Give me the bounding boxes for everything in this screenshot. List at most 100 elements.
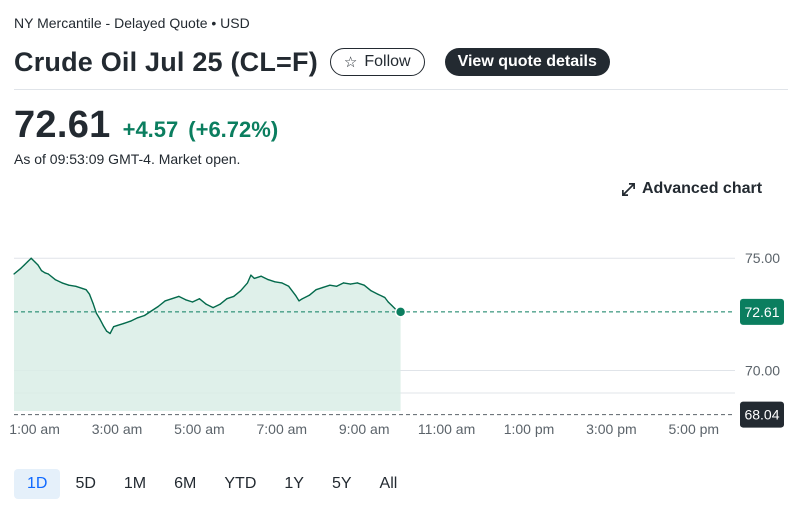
title-row: Crude Oil Jul 25 (CL=F) ☆ Follow View qu… bbox=[14, 44, 610, 80]
data-point bbox=[288, 285, 290, 287]
data-point bbox=[191, 301, 194, 303]
data-point bbox=[394, 308, 396, 310]
range-button-all[interactable]: All bbox=[379, 475, 398, 492]
data-point bbox=[116, 325, 118, 327]
data-point bbox=[130, 320, 132, 322]
x-tick-label: 5:00 am bbox=[174, 421, 225, 437]
data-point bbox=[157, 305, 159, 308]
current-price-label: 72.61 bbox=[744, 304, 779, 320]
range-button-6m[interactable]: 6M bbox=[174, 475, 197, 492]
range-button-ytd[interactable]: YTD bbox=[224, 475, 257, 492]
data-point bbox=[356, 282, 358, 284]
data-point bbox=[308, 294, 310, 296]
follow-label: Follow bbox=[364, 53, 411, 70]
x-tick-label: 7:00 am bbox=[257, 421, 308, 437]
data-point bbox=[99, 318, 101, 320]
data-point bbox=[281, 282, 283, 284]
view-quote-details-button[interactable]: View quote details bbox=[444, 48, 610, 76]
data-point bbox=[240, 290, 242, 292]
data-point bbox=[226, 298, 228, 300]
data-point bbox=[377, 293, 379, 295]
data-point bbox=[27, 261, 29, 263]
data-point bbox=[47, 273, 49, 275]
data-point bbox=[301, 298, 303, 300]
data-point bbox=[294, 294, 297, 296]
previous-close-label: 68.04 bbox=[744, 407, 779, 423]
view-quote-details-label: View quote details bbox=[457, 53, 597, 70]
data-point bbox=[212, 307, 214, 309]
data-point bbox=[322, 286, 324, 288]
area-fill bbox=[14, 258, 401, 411]
advanced-chart-label: Advanced chart bbox=[642, 180, 763, 197]
data-point bbox=[61, 282, 63, 284]
last-price-dot bbox=[394, 306, 407, 318]
previous-close-badge bbox=[740, 401, 784, 428]
data-point bbox=[82, 288, 84, 290]
current-price: 72.61 bbox=[14, 104, 111, 146]
current-price-badge bbox=[740, 298, 784, 325]
price-line bbox=[13, 257, 401, 335]
range-button-1d[interactable]: 1D bbox=[14, 469, 61, 499]
page-title: Crude Oil Jul 25 (CL=F) bbox=[14, 46, 318, 77]
exchange-info: NY Mercantile - Delayed Quote • USD bbox=[14, 15, 250, 31]
data-point bbox=[315, 289, 317, 291]
x-tick-label: 3:00 pm bbox=[586, 421, 637, 437]
data-point bbox=[150, 310, 152, 312]
range-selector: 1D 5D 1M 6M YTD 1Y 5Y All bbox=[14, 469, 412, 499]
data-point bbox=[219, 303, 221, 305]
x-tick-label: 3:00 am bbox=[92, 421, 143, 437]
y-tick-label: 75.00 bbox=[745, 250, 780, 266]
data-point bbox=[329, 284, 331, 286]
price-row: 72.61 +4.57 (+6.72%) bbox=[14, 104, 278, 147]
data-point bbox=[298, 300, 300, 302]
data-point bbox=[246, 282, 249, 284]
data-point bbox=[343, 282, 345, 284]
data-point bbox=[37, 264, 39, 266]
data-point bbox=[92, 302, 94, 304]
data-point bbox=[267, 279, 269, 281]
data-point bbox=[370, 290, 372, 292]
follow-button[interactable]: ☆ Follow bbox=[329, 48, 425, 76]
data-point bbox=[171, 298, 173, 300]
data-point bbox=[185, 299, 187, 301]
data-point bbox=[260, 275, 262, 277]
x-tick-label: 9:00 am bbox=[339, 421, 390, 437]
data-point bbox=[102, 325, 104, 327]
data-point bbox=[384, 296, 386, 299]
data-point bbox=[233, 295, 235, 297]
data-point bbox=[137, 317, 139, 319]
range-button-1m[interactable]: 1M bbox=[123, 475, 147, 492]
star-icon: ☆ bbox=[343, 54, 358, 71]
data-point bbox=[44, 272, 46, 274]
range-button-1y[interactable]: 1Y bbox=[284, 475, 304, 492]
data-point bbox=[391, 304, 393, 306]
data-point bbox=[250, 274, 252, 276]
data-point bbox=[68, 284, 70, 286]
price-change: +4.57 bbox=[122, 117, 179, 142]
data-point bbox=[34, 261, 36, 263]
data-point bbox=[253, 277, 255, 279]
data-point bbox=[54, 279, 56, 281]
range-button-5d[interactable]: 5D bbox=[75, 475, 96, 492]
data-point bbox=[113, 326, 115, 328]
x-tick-label: 1:00 pm bbox=[504, 421, 555, 437]
data-point bbox=[198, 298, 200, 300]
x-tick-label: 1:00 am bbox=[9, 421, 60, 437]
data-point bbox=[336, 285, 338, 287]
data-point bbox=[109, 332, 111, 335]
price-chart: 75.00 70.00 72.61 68.04 1:00 am 3:00 am 5:00 a… bbox=[9, 250, 784, 437]
price-change-percent: (+6.72%) bbox=[188, 117, 279, 142]
data-point bbox=[13, 273, 15, 275]
data-point bbox=[40, 270, 43, 272]
data-point bbox=[274, 281, 276, 283]
data-point bbox=[349, 283, 352, 285]
x-tick-label: 11:00 am bbox=[418, 421, 475, 437]
advanced-chart-link[interactable]: Advanced chart bbox=[621, 178, 762, 200]
data-point bbox=[123, 322, 125, 324]
x-tick-label: 5:00 pm bbox=[669, 421, 720, 437]
data-point bbox=[178, 295, 180, 297]
range-button-5y[interactable]: 5Y bbox=[331, 475, 352, 492]
header-divider bbox=[14, 89, 788, 90]
y-tick-label: 70.00 bbox=[745, 363, 780, 379]
data-point bbox=[85, 289, 87, 291]
